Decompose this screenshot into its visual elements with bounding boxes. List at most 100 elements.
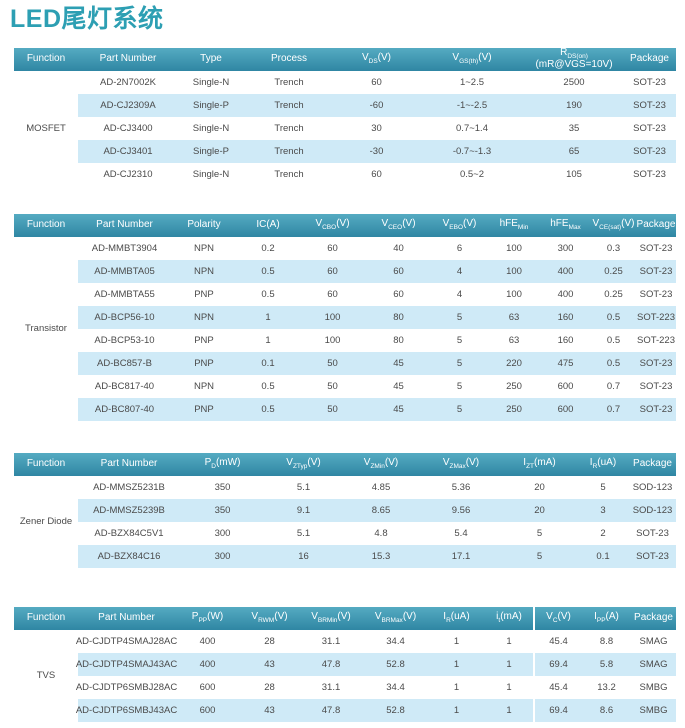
column-header: hFEMax bbox=[550, 218, 581, 231]
table-cell: 60 bbox=[327, 265, 338, 277]
table-cell: AD-CJ2309A bbox=[100, 99, 156, 111]
table-cell: 0.7 bbox=[606, 403, 621, 415]
table-cell: AD-CJDTP4SMAJ28AC bbox=[75, 635, 178, 647]
zener-diode-table-header-row: Function Part Number PD(mW) VZTyp(V) VZMin(V… bbox=[14, 452, 676, 476]
table-row: AD-CJ3401 Single-P Trench -30 -0.7~-1.3 65 SOT… bbox=[78, 139, 676, 163]
table-cell: 300 bbox=[557, 242, 574, 254]
table-cell: 105 bbox=[566, 168, 582, 180]
column-header: Part Number bbox=[100, 458, 158, 469]
table-cell: 0.25 bbox=[604, 265, 623, 277]
table-row: AD-MMBTA55 PNP 0.5 60 60 4 100 400 0.25 SOT-23 bbox=[78, 282, 676, 306]
table-row: AD-CJDTP4SMAJ28AC 400 28 31.1 34.4 1 1 45.4 8.8 S… bbox=[75, 629, 676, 653]
table-cell: 16 bbox=[298, 550, 309, 562]
table-cell: 5.36 bbox=[451, 481, 471, 493]
table-cell: 350 bbox=[214, 504, 231, 516]
table-cell: 160 bbox=[557, 311, 574, 323]
column-header: Package bbox=[634, 612, 673, 623]
table-row: AD-BCP56-10 NPN 1 100 80 5 63 160 0.5 SOT-223 bbox=[78, 305, 676, 329]
table-cell: NPN bbox=[193, 311, 215, 323]
table-cell: 5 bbox=[536, 550, 543, 562]
table-cell: 4.85 bbox=[371, 481, 391, 493]
table-cell: SOD-123 bbox=[632, 481, 673, 493]
zener-diode-table: Function Part Number PD(mW) VZTyp(V) VZMin(V… bbox=[14, 452, 676, 568]
table-cell: SOT-23 bbox=[633, 145, 666, 157]
table-cell: 0.5 bbox=[261, 380, 275, 392]
table-cell: 400 bbox=[199, 658, 216, 670]
table-cell: -0.7~-1.3 bbox=[452, 145, 492, 157]
table-cell: 20 bbox=[534, 481, 545, 493]
table-cell: 0.5 bbox=[261, 403, 275, 415]
table-cell: AD-BZX84C16 bbox=[97, 550, 161, 562]
table-cell: 475 bbox=[557, 357, 574, 369]
table-cell: 45 bbox=[393, 357, 404, 369]
table-cell: PNP bbox=[194, 403, 214, 415]
table-cell: PNP bbox=[194, 288, 214, 300]
table-cell: 5.1 bbox=[296, 481, 311, 493]
table-cell: 100 bbox=[324, 311, 341, 323]
table-cell: 100 bbox=[506, 242, 522, 254]
table-cell: 50 bbox=[327, 380, 338, 392]
table-cell: 17.1 bbox=[451, 550, 471, 562]
tvs-table-body: TVS AD-CJDTP4SMAJ28AC 400 28 31.1 34.4 1 1 45.4… bbox=[14, 629, 676, 722]
column-header: VEBO(V) bbox=[442, 218, 477, 231]
column-header: it(mA) bbox=[496, 611, 522, 624]
table-cell: 0.3 bbox=[606, 242, 621, 254]
table-cell: 52.8 bbox=[386, 704, 405, 716]
function-cell: Zener Diode bbox=[14, 475, 78, 568]
table-cell: 31.1 bbox=[321, 635, 341, 647]
table-row: AD-CJ2309A Single-P Trench -60 -1~-2.5 190 SOT… bbox=[78, 93, 676, 117]
table-cell: 100 bbox=[324, 334, 341, 346]
column-header: Package bbox=[636, 219, 676, 230]
table-cell: AD-MMSZ5239B bbox=[93, 504, 165, 516]
table-cell: SMBG bbox=[639, 704, 668, 716]
table-cell: 60 bbox=[393, 288, 404, 300]
table-row: AD-CJDTP4SMAJ43AC 400 43 47.8 52.8 1 1 69.4 5.8 S… bbox=[76, 652, 676, 676]
transistor-table-header-row: Function Part Number Polarity IC(A) VCBO(V) V… bbox=[14, 213, 676, 237]
table-cell: 160 bbox=[557, 334, 574, 346]
table-cell: 60 bbox=[371, 168, 382, 180]
column-header: VZTyp(V) bbox=[286, 457, 321, 470]
table-cell: AD-CJ3401 bbox=[103, 145, 153, 157]
table-cell: 2500 bbox=[563, 76, 585, 88]
column-header: VDS(V) bbox=[361, 52, 392, 65]
zener-diode-table-body: Zener Diode AD-MMSZ5231B 350 5.1 4.85 5.36 20… bbox=[14, 475, 676, 568]
table-cell: 80 bbox=[393, 334, 404, 346]
table-cell: AD-CJ2310 bbox=[103, 168, 153, 180]
table-row: AD-2N7002K Single-N Trench 60 1~2.5 2500 SOT-2… bbox=[78, 70, 676, 94]
table-cell: 8.65 bbox=[371, 504, 391, 516]
tvs-table: Function Part Number PPP(W) VRWM(V) VBRMin(V… bbox=[14, 606, 676, 722]
table-cell: 0.5~2 bbox=[459, 168, 485, 180]
column-header: Function bbox=[26, 53, 66, 64]
table-row: AD-CJDTP6SMBJ28AC 600 28 31.1 34.4 1 1 45.4 13.2… bbox=[75, 675, 676, 699]
table-cell: Trench bbox=[274, 168, 304, 180]
column-header: Package bbox=[630, 53, 669, 64]
column-header: hFEMin bbox=[499, 218, 529, 231]
table-cell: 8.8 bbox=[599, 635, 614, 647]
table-cell: 100 bbox=[506, 288, 522, 300]
table-cell: 1 bbox=[506, 704, 512, 716]
table-cell: 600 bbox=[557, 380, 574, 392]
column-header: Part Number bbox=[96, 219, 153, 230]
column-header: Polarity bbox=[187, 219, 221, 230]
table-cell: 60 bbox=[393, 265, 404, 277]
table-cell: 1 bbox=[453, 704, 460, 716]
table-cell: 0.25 bbox=[604, 288, 623, 300]
table-cell: 60 bbox=[327, 288, 338, 300]
table-cell: SOT-23 bbox=[639, 380, 673, 392]
table-cell: 300 bbox=[214, 550, 231, 562]
column-header: VZMax(V) bbox=[442, 457, 480, 470]
table-cell: 250 bbox=[506, 380, 522, 392]
table-cell: 13.2 bbox=[597, 681, 616, 693]
table-cell: Single-P bbox=[193, 99, 229, 111]
table-cell: AD-CJDTP6SMBJ28AC bbox=[75, 681, 178, 693]
page-title: LED尾灯系统 bbox=[10, 5, 164, 33]
column-header: Part Number bbox=[99, 53, 157, 64]
table-cell: Single-N bbox=[192, 122, 230, 134]
table-row: AD-MMSZ5239B 350 9.1 8.65 9.56 20 3 SOD-123 bbox=[78, 498, 676, 522]
table-cell: 8.6 bbox=[599, 704, 614, 716]
table-cell: Trench bbox=[274, 145, 304, 157]
table-cell: 1 bbox=[506, 681, 512, 693]
column-header: IC(A) bbox=[256, 219, 280, 230]
column-header: Function bbox=[26, 612, 66, 623]
